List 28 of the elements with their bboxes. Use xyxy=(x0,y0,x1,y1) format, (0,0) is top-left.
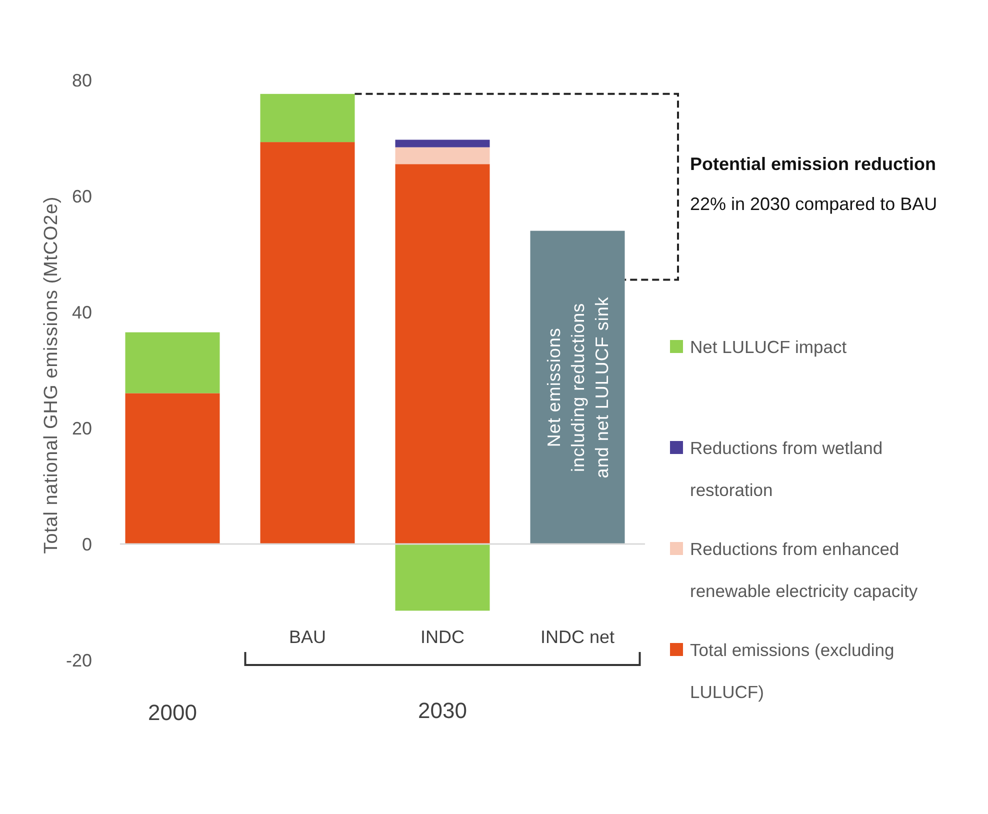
bar xyxy=(395,147,490,164)
y-axis-title: Total national GHG emissions (MtCO2e) xyxy=(41,196,62,554)
bar xyxy=(395,164,490,544)
bar xyxy=(530,230,625,544)
annotation: Net emissions including reductions and net LULUCF sink xyxy=(544,296,612,478)
bar xyxy=(260,94,355,142)
x-tick-label: INDC xyxy=(420,627,464,647)
y-tick-label: 0 xyxy=(82,534,92,554)
y-tick-label: 20 xyxy=(72,418,92,438)
bar xyxy=(395,140,490,148)
bar xyxy=(125,332,220,394)
legend-entry: Total emissions (excluding LULUCF) xyxy=(670,640,894,702)
y-tick-label: 80 xyxy=(72,70,92,90)
x-tick-label: INDC net xyxy=(540,627,615,647)
y-tick-label: -20 xyxy=(66,650,92,670)
legend-entry: Reductions from wetland restoration xyxy=(670,438,883,500)
bar xyxy=(125,393,220,544)
bar xyxy=(395,544,490,611)
text: 22% in 2030 compared to BAU xyxy=(690,194,938,214)
legend-entry: Reductions from enhanced renewable electricity capacity xyxy=(670,539,918,602)
legend-entry: Net LULUCF impact xyxy=(670,337,847,358)
y-tick-label: 40 xyxy=(72,302,92,322)
x-tick-label: BAU xyxy=(288,627,326,647)
bar xyxy=(260,142,355,544)
text: Potential emission reduction xyxy=(690,154,936,174)
text: 2000 xyxy=(148,700,197,725)
text: 2030 xyxy=(418,698,467,723)
y-tick-label: 60 xyxy=(72,186,92,206)
